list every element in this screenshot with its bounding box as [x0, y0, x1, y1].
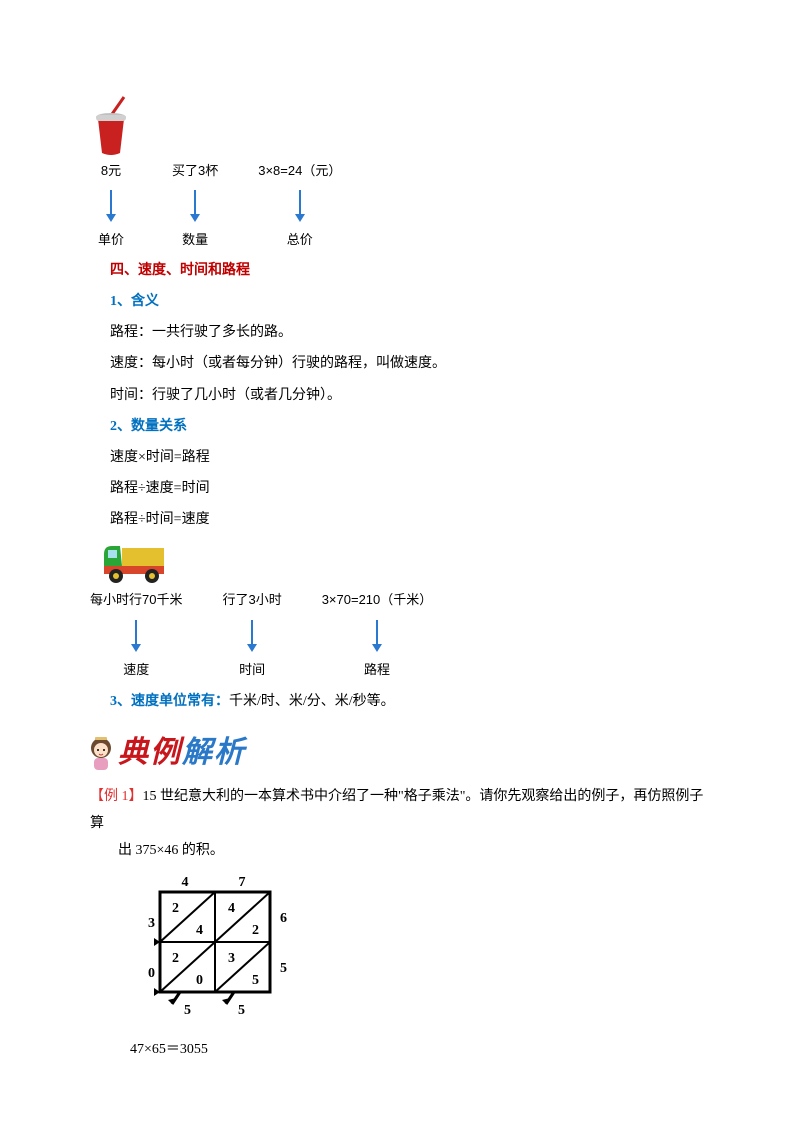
section4-sub2: 2、数量关系: [110, 414, 704, 439]
d2-bot-0: 速度: [123, 658, 149, 681]
section4-f1: 速度×时间=路程: [110, 445, 704, 470]
lat-c2l: 0: [196, 973, 203, 988]
lat-top-0: 4: [182, 875, 189, 890]
example1-text2: 出 375×46 的积。: [118, 838, 704, 865]
lat-top-1: 7: [239, 875, 246, 890]
lat-bottom-1: 5: [238, 1003, 245, 1018]
unit-rest: 千米/时、米/分、米/秒等。: [229, 694, 395, 709]
unit-line: 3、速度单位常有：千米/时、米/分、米/秒等。: [110, 689, 704, 714]
diagram1-item-qty: 买了3杯 数量: [172, 159, 218, 252]
unit-prefix: 3、速度单位常有：: [110, 694, 229, 709]
section4-f3: 路程÷时间=速度: [110, 507, 704, 532]
diagram1-item-price: 8元 单价: [90, 95, 132, 252]
lat-c2u: 2: [172, 951, 179, 966]
truck-icon: [100, 538, 172, 586]
d2-top-1: 行了3小时: [222, 588, 281, 611]
diagram2-item-distance: 3×70=210（千米） 路程: [322, 588, 433, 681]
lattice-figure: 4 7 6 5 3 0 5 5 2 4 4 2 2 0 3 5: [130, 872, 704, 1031]
example1-result: 47×65＝3055: [130, 1037, 704, 1062]
lat-bottom-0: 5: [184, 1003, 191, 1018]
arrow-down-icon: [194, 190, 196, 220]
arrow-down-icon: [299, 190, 301, 220]
lat-c1l: 2: [252, 923, 259, 938]
price-diagram: 8元 单价 买了3杯 数量 3×8=24（元） 总价: [90, 95, 704, 252]
lat-c0l: 4: [196, 923, 203, 938]
d2-bot-1: 时间: [239, 658, 265, 681]
example1-text1: 15 世纪意大利的一本算术书中介绍了一种"格子乘法"。请你先观察给出的例子，再仿…: [90, 789, 703, 831]
lat-c0u: 2: [172, 901, 179, 916]
d2-bot-2: 路程: [364, 658, 390, 681]
lat-c3l: 5: [252, 973, 259, 988]
example1: 【例 1】15 世纪意大利的一本算术书中介绍了一种"格子乘法"。请你先观察给出的…: [90, 784, 704, 864]
section4-p2: 速度：每小时（或者每分钟）行驶的路程，叫做速度。: [110, 351, 704, 376]
d1-bot-0: 单价: [98, 228, 124, 251]
arrow-down-icon: [110, 190, 112, 220]
section4-heading: 四、速度、时间和路程: [110, 258, 704, 283]
d1-bot-1: 数量: [182, 228, 208, 251]
diagram2-item-time: 行了3小时 时间: [222, 588, 281, 681]
diagram2-item-speed: 每小时行70千米 速度: [90, 538, 182, 681]
d1-top-0: 8元: [101, 159, 121, 182]
lat-c1u: 4: [228, 901, 235, 916]
example1-label: 【例 1】: [90, 789, 143, 804]
d1-bot-2: 总价: [287, 228, 313, 251]
section4-p3: 时间：行驶了几小时（或者几分钟）。: [110, 383, 704, 408]
lat-c3u: 3: [228, 951, 235, 966]
arrow-down-icon: [135, 620, 137, 650]
banner-part2: 解析: [182, 736, 246, 769]
lat-right-0: 6: [280, 911, 287, 926]
lat-left-1: 0: [148, 966, 155, 981]
section4-sub1: 1、含义: [110, 289, 704, 314]
lat-left-0: 3: [148, 916, 155, 931]
section4-p1: 路程：一共行驶了多长的路。: [110, 320, 704, 345]
example-banner: 典例解析: [84, 726, 704, 780]
arrow-down-icon: [376, 620, 378, 650]
section4-f2: 路程÷速度=时间: [110, 476, 704, 501]
girl-icon: [84, 734, 118, 772]
arrow-down-icon: [251, 620, 253, 650]
diagram1-item-total: 3×8=24（元） 总价: [258, 159, 341, 252]
speed-diagram: 每小时行70千米 速度 行了3小时 时间 3×70=210（千米） 路程: [90, 538, 704, 681]
banner-part1: 典例: [118, 736, 182, 769]
d2-top-0: 每小时行70千米: [90, 588, 182, 611]
d1-top-1: 买了3杯: [172, 159, 218, 182]
lat-right-1: 5: [280, 961, 287, 976]
d2-top-2: 3×70=210（千米）: [322, 588, 433, 611]
cup-icon: [90, 95, 132, 157]
d1-top-2: 3×8=24（元）: [258, 159, 341, 182]
